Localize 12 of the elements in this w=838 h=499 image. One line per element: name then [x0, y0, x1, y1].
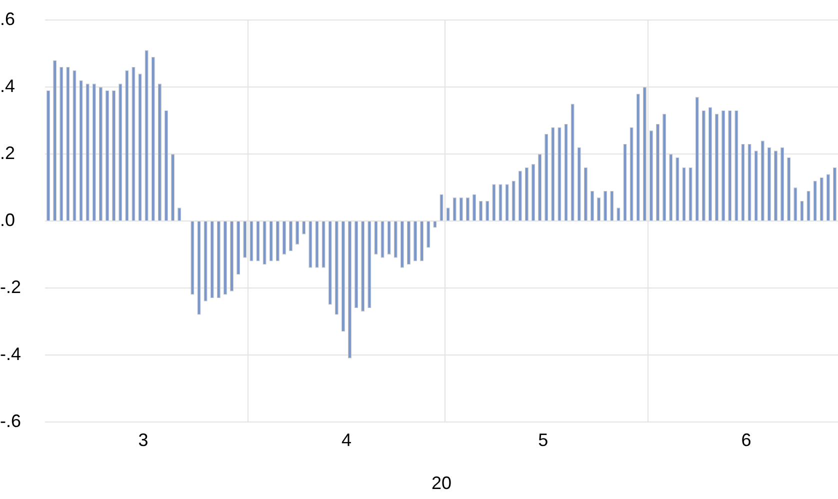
y-tick-label: .2	[0, 142, 16, 163]
y-tick-label: .4	[0, 76, 16, 96]
y-tick-label: .6	[0, 8, 16, 29]
y-tick-label: -.6	[0, 410, 22, 431]
x-tick-label: 3	[138, 430, 148, 450]
y-tick-label: .0	[0, 210, 16, 230]
x-tick-label: 5	[538, 430, 548, 450]
x-tick-label: 4	[341, 430, 352, 450]
x-tick-label: 6	[741, 430, 752, 450]
y-tick-label: -.4	[0, 344, 22, 364]
y-tick-label: -.2	[0, 276, 22, 297]
x-axis-title: 20	[431, 473, 452, 494]
